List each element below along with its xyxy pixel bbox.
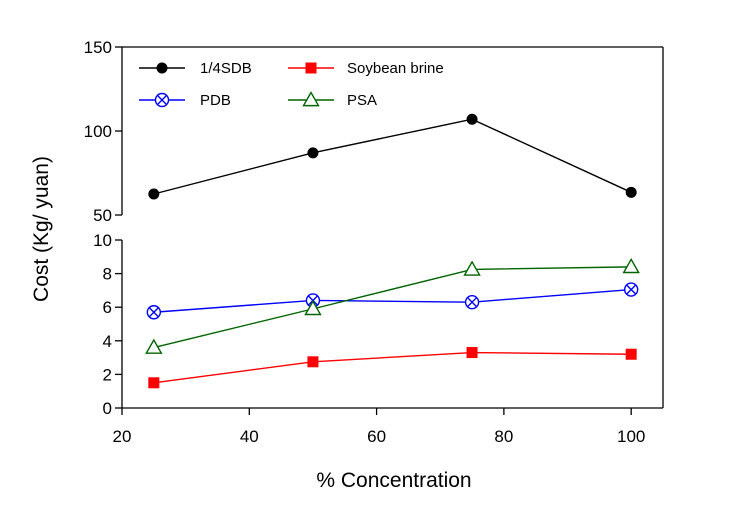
- x-axis-title: % Concentration: [316, 469, 471, 492]
- data-point: [307, 147, 319, 159]
- x-tick-label: 40: [240, 427, 259, 446]
- series-psa: [145, 257, 640, 354]
- data-point: [623, 282, 639, 297]
- data-point: [463, 260, 481, 276]
- y-tick-label: 4: [103, 332, 112, 351]
- legend-label: 1/4SDB: [200, 60, 252, 77]
- axes: 20 40 60 80 100 50 100 150 0 2 4 6 8 10: [84, 38, 646, 446]
- data-point: [466, 347, 478, 359]
- series-line: [153, 288, 632, 313]
- series-1-4sdb: [148, 113, 637, 200]
- y-tick-label: 100: [84, 122, 112, 141]
- series-layer: [145, 113, 640, 389]
- legend: 1/4SDB Soybean brine PDB PSA: [139, 60, 444, 109]
- data-point: [625, 348, 637, 360]
- marker-square: [148, 377, 160, 389]
- marker-triangle: [304, 299, 322, 316]
- series-soybean-brine: [148, 347, 637, 389]
- data-point: [625, 186, 637, 198]
- x-tick-label: 60: [367, 427, 386, 446]
- legend-label: Soybean brine: [347, 60, 444, 77]
- marker-x-stroke: [148, 307, 159, 318]
- series-pdb: [146, 282, 639, 320]
- y-tick-label: 6: [103, 298, 112, 317]
- y-tick-label: 150: [84, 38, 112, 57]
- data-point: [146, 305, 162, 320]
- marker-x-stroke: [156, 94, 168, 106]
- marker-square: [625, 348, 637, 360]
- marker-triangle: [622, 257, 640, 274]
- marker-x-stroke: [626, 284, 637, 295]
- data-point: [148, 188, 160, 200]
- series-line: [153, 266, 632, 349]
- marker-triangle: [463, 260, 481, 276]
- data-point: [307, 356, 319, 368]
- data-point: [145, 338, 163, 354]
- y-axis-title: Cost (Kg/ yuan): [30, 156, 53, 302]
- marker-circle: [625, 186, 637, 198]
- series-line: [153, 351, 632, 384]
- marker-triangle: [145, 338, 163, 354]
- marker-triangle: [302, 91, 320, 107]
- series-line: [153, 118, 632, 195]
- data-point: [148, 377, 160, 389]
- x-tick-label: 80: [494, 427, 513, 446]
- marker-square: [305, 62, 317, 74]
- y-tick-label: 50: [93, 206, 112, 225]
- legend-item: PSA: [288, 91, 377, 109]
- y-tick-label: 10: [93, 231, 112, 250]
- marker-circle: [466, 113, 478, 125]
- data-point: [622, 257, 640, 274]
- legend-item: 1/4SDB: [139, 60, 252, 77]
- data-point: [156, 62, 168, 74]
- data-point: [466, 113, 478, 125]
- data-point: [305, 62, 317, 74]
- y-tick-label: 2: [103, 365, 112, 384]
- y-tick-label: 8: [103, 265, 112, 284]
- plot-frame: [121, 46, 664, 409]
- legend-item: Soybean brine: [288, 60, 444, 77]
- data-point: [464, 294, 480, 310]
- x-tick-label: 100: [617, 427, 645, 446]
- x-tick-label: 20: [113, 427, 132, 446]
- data-point: [302, 91, 320, 107]
- marker-circle: [156, 62, 168, 74]
- marker-circle: [148, 188, 160, 200]
- legend-label: PSA: [347, 92, 377, 109]
- data-point: [304, 299, 322, 316]
- data-point: [154, 92, 170, 108]
- y-tick-label: 0: [103, 399, 112, 418]
- marker-square: [466, 347, 478, 359]
- marker-x-stroke: [466, 297, 478, 308]
- legend-item: PDB: [139, 92, 231, 109]
- marker-square: [307, 356, 319, 368]
- legend-label: PDB: [200, 92, 231, 109]
- marker-circle: [307, 147, 319, 159]
